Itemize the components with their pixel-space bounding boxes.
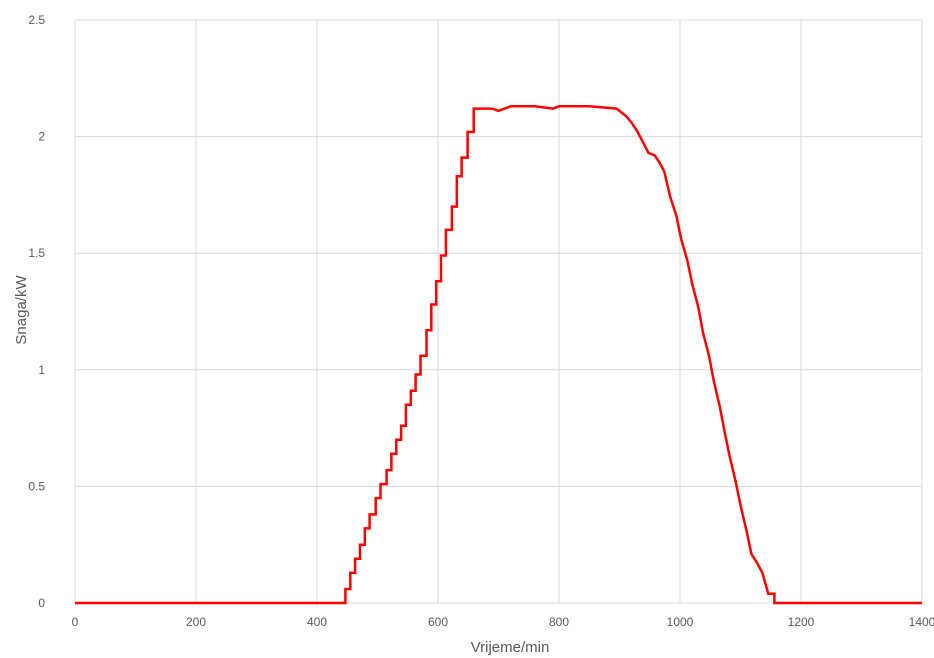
y-tick-label: 0 [38,596,45,610]
x-tick-label: 400 [307,615,327,629]
x-tick-label: 800 [549,615,569,629]
tick-labels: 0 200 400 600 800 1000 1200 1400 0 0.5 1 1.5 2 2.5 [28,13,934,629]
y-axis-title: Snaga/kW [13,275,30,345]
x-tick-label: 1200 [788,615,815,629]
y-tick-label: 0.5 [28,479,45,493]
x-tick-label: 0 [72,615,79,629]
series-layer [75,105,922,605]
y-tick-label: 1 [38,363,45,377]
y-tick-label: 2 [38,130,45,144]
y-tick-label: 2.5 [28,13,45,27]
series-line [75,105,922,605]
x-tick-label: 1400 [909,615,934,629]
x-tick-label: 600 [428,615,448,629]
x-axis-title: Vrijeme/min [471,639,550,656]
x-tick-label: 1000 [667,615,694,629]
y-tick-label: 1.5 [28,246,45,260]
gridlines [74,19,923,604]
x-tick-label: 200 [186,615,206,629]
